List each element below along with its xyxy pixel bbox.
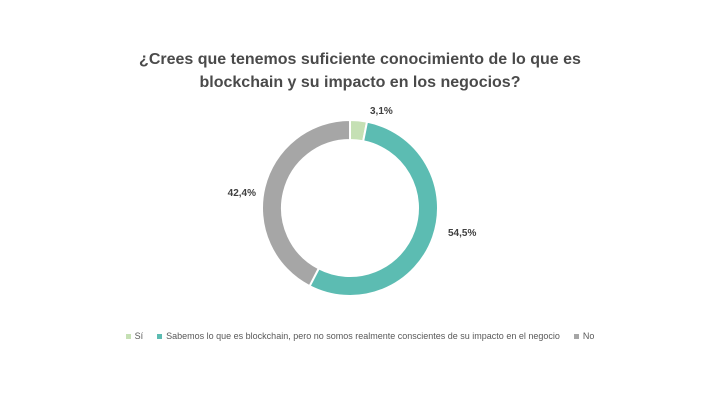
legend-swatch-no	[573, 333, 579, 339]
slice-no	[261, 118, 351, 288]
legend-label-no: No	[582, 331, 595, 341]
chart-title-line-1: ¿Crees que tenemos suficiente conocimien…	[139, 51, 581, 68]
legend-label-si: Sí	[134, 331, 144, 341]
data-label-si: 3,1%	[370, 106, 393, 117]
legend-item-sabemos: Sabemos lo que es blockchain, pero no so…	[157, 331, 560, 341]
legend-swatch-si	[125, 333, 131, 339]
data-label-sabemos: 54,5%	[448, 228, 476, 239]
data-label-no: 42,4%	[228, 188, 256, 199]
legend-item-no: No	[573, 331, 595, 341]
chart-title-line-2: blockchain y su impacto en los negocios?	[199, 74, 521, 91]
chart-title: ¿Crees que tenemos suficiente conocimien…	[0, 48, 720, 94]
slice-sabemos	[308, 120, 439, 297]
legend: Sí Sabemos lo que es blockchain, pero no…	[0, 331, 720, 341]
legend-item-si: Sí	[125, 331, 144, 341]
legend-label-sabemos: Sabemos lo que es blockchain, pero no so…	[166, 331, 560, 341]
legend-swatch-sabemos	[157, 333, 163, 339]
